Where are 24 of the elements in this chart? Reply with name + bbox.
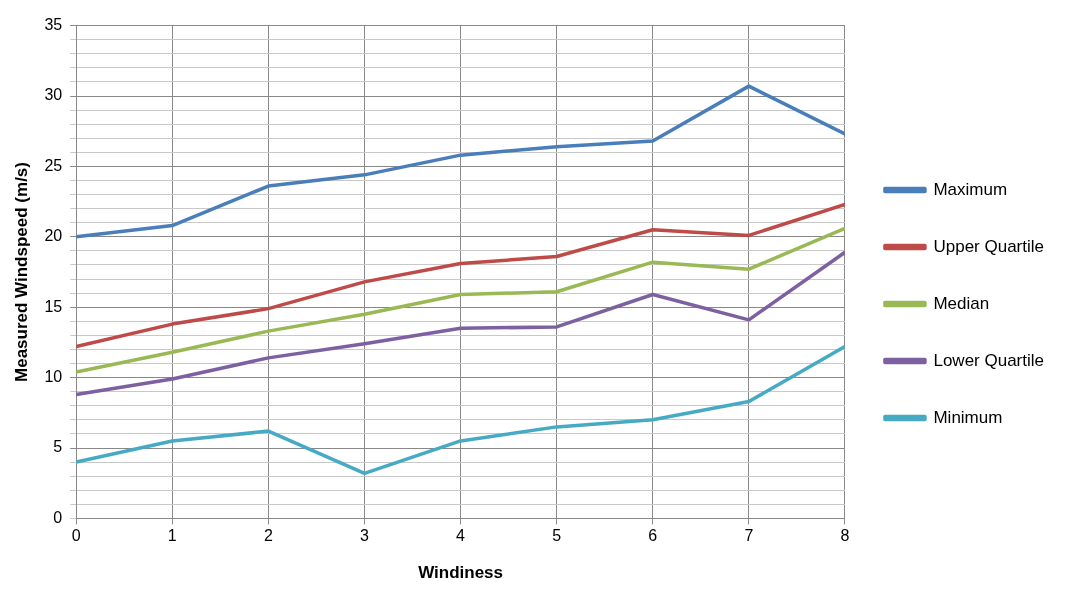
legend-label: Lower Quartile [933,350,1045,370]
y-tick-label: 5 [53,438,63,456]
x-tick-label: 6 [648,527,658,545]
x-tick-label: 8 [840,527,850,545]
y-tick-label: 25 [44,156,63,174]
x-tick-label: 2 [263,527,273,545]
x-tick-label: 4 [456,527,466,545]
x-tick-label: 5 [552,527,562,545]
legend-label: Median [933,293,990,313]
legend-label: Minimum [933,407,1003,427]
x-tick-label: 1 [167,527,177,545]
y-tick-label: 15 [44,297,63,315]
y-tick-label: 35 [44,16,63,34]
x-tick-label: 3 [360,527,370,545]
x-tick-label: 7 [744,527,754,545]
legend-label: Maximum [933,179,1008,199]
y-tick-label: 10 [44,368,63,386]
y-tick-label: 30 [44,86,63,104]
y-tick-label: 0 [53,508,63,526]
legend-label: Upper Quartile [933,236,1045,256]
x-tick-label: 0 [71,527,81,545]
y-tick-label: 20 [44,227,63,245]
y-axis-title: Measured Windspeed (m/s) [11,162,31,382]
x-axis-title: Windiness [418,563,503,583]
